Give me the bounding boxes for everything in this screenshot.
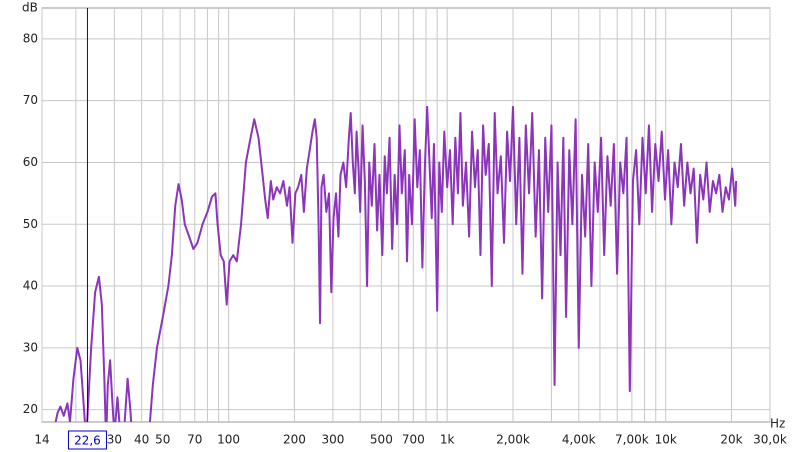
- x-tick-label: 4,00k: [562, 433, 596, 447]
- x-tick-label: 100: [217, 433, 240, 447]
- x-tick-label: 700: [402, 433, 425, 447]
- x-tick-label: 30,0k: [753, 433, 787, 447]
- x-tick-label: 70: [187, 433, 202, 447]
- x-tick-label: 500: [370, 433, 393, 447]
- x-tick-label: 1k: [440, 433, 455, 447]
- y-tick-label: 20: [23, 402, 38, 416]
- y-tick-label: 50: [23, 217, 38, 231]
- x-tick-label: 10k: [655, 433, 677, 447]
- x-tick-label: 14: [34, 433, 49, 447]
- x-tick-label: 20k: [720, 433, 742, 447]
- x-tick-label: 200: [283, 433, 306, 447]
- cursor-label-box: [67, 430, 107, 450]
- cursor-label: 22,6: [74, 434, 101, 448]
- x-tick-label: 50: [155, 433, 170, 447]
- y-tick-label: 60: [23, 155, 38, 169]
- y-tick-label: 30: [23, 340, 38, 354]
- x-axis-label: Hz: [770, 417, 785, 431]
- y-axis-label: dB: [22, 1, 38, 15]
- y-tick-label: 40: [23, 279, 38, 293]
- x-tick-label: 40: [134, 433, 149, 447]
- y-tick-label: 70: [23, 93, 38, 107]
- y-tick-label: 80: [23, 31, 38, 45]
- x-tick-label: 30: [107, 433, 122, 447]
- series-line: [54, 105, 738, 422]
- x-tick-label: 7,00k: [615, 433, 649, 447]
- x-tick-label: 300: [321, 433, 344, 447]
- plot-clip-group: [54, 105, 738, 422]
- x-tick-label: 2,00k: [496, 433, 530, 447]
